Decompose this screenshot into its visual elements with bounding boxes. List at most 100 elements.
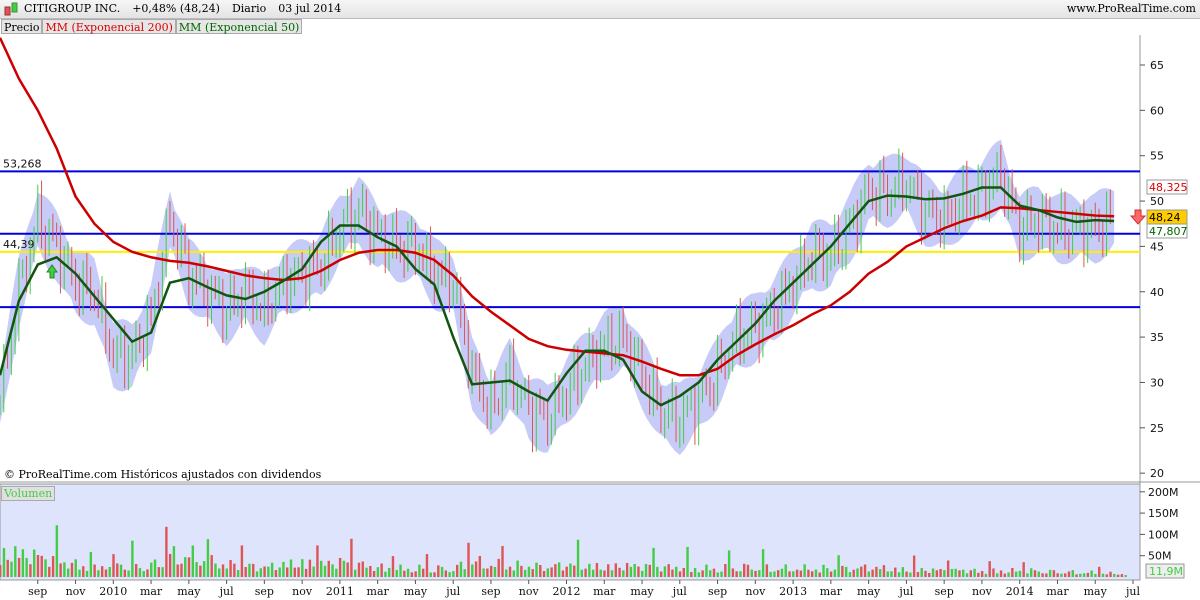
volume-bar xyxy=(822,564,825,577)
volume-bar xyxy=(100,566,104,577)
volume-bar xyxy=(531,569,534,577)
volume-bar xyxy=(969,570,973,577)
volume-bar xyxy=(153,559,157,577)
volume-bar xyxy=(539,565,542,577)
legend-ema200[interactable]: MM (Exponencial 200) xyxy=(42,19,176,34)
price-last-value: 48,24 xyxy=(1149,211,1181,224)
x-tick-label: may xyxy=(177,585,201,598)
volume-bar xyxy=(134,564,138,577)
volume-bar xyxy=(474,561,478,577)
volume-bar xyxy=(354,569,357,577)
x-tick-label: nov xyxy=(745,585,766,598)
volume-bar xyxy=(724,564,727,577)
volume-pane xyxy=(0,483,1141,581)
volume-bar xyxy=(278,567,281,577)
volume-bar xyxy=(743,563,746,577)
x-tick-label: mar xyxy=(1046,585,1069,598)
price-change: +0,48% (48,24) xyxy=(132,2,220,15)
volume-bar xyxy=(999,570,1003,577)
volume-bar xyxy=(761,549,765,577)
volume-bar xyxy=(576,539,580,577)
volume-bar xyxy=(286,567,289,577)
volume-bar xyxy=(939,569,942,577)
volume-bar xyxy=(1018,570,1022,577)
volume-bar xyxy=(187,557,191,577)
volume-bar xyxy=(814,569,818,577)
volume-label: Volumen xyxy=(1,486,56,501)
volume-bar xyxy=(776,570,780,577)
volume-bar xyxy=(17,557,21,577)
volume-bar xyxy=(788,571,791,577)
volume-bar xyxy=(629,566,633,577)
y-tick-label: 45 xyxy=(1150,240,1164,253)
volume-bar xyxy=(1030,568,1033,577)
hline-label: 44,39 xyxy=(3,238,35,251)
volume-tick-label: 50M xyxy=(1148,550,1172,563)
volume-bar xyxy=(259,568,262,577)
y-tick-label: 25 xyxy=(1150,422,1164,435)
volume-bar xyxy=(244,567,247,577)
down-arrow-icon xyxy=(1129,209,1147,225)
y-tick-label: 35 xyxy=(1150,331,1164,344)
volume-bar xyxy=(826,568,829,577)
volume-bar xyxy=(501,545,504,577)
volume-bar xyxy=(844,566,848,577)
volume-bar xyxy=(1052,570,1056,577)
volume-bar xyxy=(890,571,893,577)
volume-bar xyxy=(637,566,640,577)
hline-label: 53,268 xyxy=(3,157,42,170)
volume-bar xyxy=(958,570,961,577)
volume-bar xyxy=(240,545,244,577)
volume-bar xyxy=(372,570,376,577)
site-link[interactable]: www.ProRealTime.com xyxy=(1066,2,1196,15)
volume-bar xyxy=(505,569,508,577)
x-tick-label: sep xyxy=(481,585,500,598)
volume-bar xyxy=(146,569,149,577)
volume-bar xyxy=(267,566,270,577)
volume-bar xyxy=(357,562,361,577)
volume-bar xyxy=(410,572,414,577)
legend-ema50[interactable]: MM (Exponencial 50) xyxy=(175,19,303,34)
volume-bar xyxy=(478,555,482,577)
volume-bar xyxy=(55,525,59,577)
volume-bar xyxy=(894,567,897,577)
volume-bar xyxy=(387,567,391,577)
volume-bar xyxy=(51,556,55,577)
volume-bar xyxy=(792,571,795,577)
volume-bar xyxy=(1067,571,1071,577)
volume-bar xyxy=(119,564,123,577)
volume-bar xyxy=(1105,574,1108,577)
volume-bar xyxy=(709,570,712,577)
y-tick-label: 30 xyxy=(1150,376,1164,389)
volume-bar xyxy=(202,561,206,577)
x-tick-label: jul xyxy=(671,585,687,598)
x-tick-label: nov xyxy=(972,585,993,598)
y-tick-label: 60 xyxy=(1150,104,1164,117)
volume-bar xyxy=(935,570,939,577)
volume-bar xyxy=(905,571,908,577)
volume-bar xyxy=(229,560,232,577)
volume-bar xyxy=(1014,571,1018,577)
volume-bar xyxy=(335,568,338,577)
volume-bar xyxy=(648,564,651,577)
volume-bar xyxy=(780,568,784,577)
volume-bar xyxy=(395,569,398,577)
volume-bar xyxy=(901,567,905,577)
volume-bar xyxy=(690,572,693,577)
volume-bar xyxy=(878,569,882,577)
legend-price[interactable]: Precio xyxy=(1,19,43,34)
volume-bar xyxy=(63,562,66,577)
volume-bar xyxy=(618,567,621,577)
volume-bar xyxy=(70,562,74,577)
volume-bar xyxy=(1011,567,1014,577)
volume-last-value: 11,9M xyxy=(1149,565,1183,578)
volume-bar xyxy=(116,563,119,577)
volume-bar xyxy=(739,571,742,577)
volume-bar xyxy=(493,566,497,577)
y-tick-label: 65 xyxy=(1150,59,1164,72)
volume-bar xyxy=(316,545,319,577)
volume-bar xyxy=(172,546,176,577)
volume-bar xyxy=(142,571,145,577)
y-tick-label: 40 xyxy=(1150,286,1164,299)
